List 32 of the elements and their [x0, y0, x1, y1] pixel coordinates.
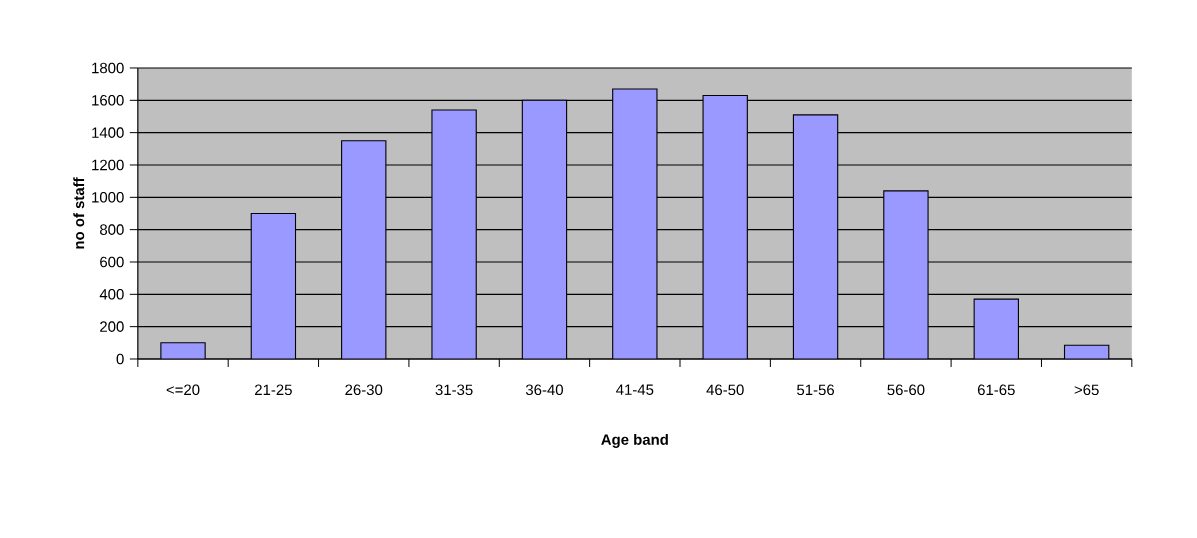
x-tick-label: 31-35	[435, 384, 473, 396]
x-tick-label: 36-40	[525, 384, 563, 396]
x-tick-label: 61-65	[977, 384, 1015, 396]
bar	[883, 190, 929, 359]
y-tick-label: 600	[100, 256, 124, 268]
y-tick-label: 1600	[92, 95, 124, 106]
x-tick-label: >65	[1074, 384, 1099, 396]
y-tick-label: 1200	[92, 159, 124, 171]
bar	[431, 109, 477, 359]
y-tick-label: 400	[99, 289, 124, 300]
x-tick-label: <=20	[166, 384, 200, 396]
y-tick-label: 200	[100, 321, 124, 332]
y-tick-label: 1000	[92, 192, 124, 203]
bar	[792, 114, 839, 359]
bar	[612, 88, 658, 359]
bar	[973, 298, 1019, 359]
bar	[341, 140, 387, 359]
x-tick-label: 51-56	[797, 384, 835, 396]
x-tick-label: 41-45	[616, 384, 654, 395]
bar	[702, 94, 748, 359]
bar	[250, 212, 297, 359]
y-tick-label: 0	[116, 353, 124, 365]
y-tick-label: 1400	[92, 127, 124, 138]
y-tick-label: 1800	[92, 62, 124, 74]
x-tick-label: 46-50	[706, 384, 744, 396]
x-tick-label: 26-30	[345, 384, 383, 396]
x-tick-label: 21-25	[255, 384, 292, 396]
y-axis-title: no of staff	[73, 177, 85, 249]
x-axis-title: Age band	[601, 433, 668, 448]
x-tick-label: 56-60	[887, 384, 925, 396]
bar	[521, 99, 568, 359]
y-tick-label: 800	[100, 224, 124, 235]
